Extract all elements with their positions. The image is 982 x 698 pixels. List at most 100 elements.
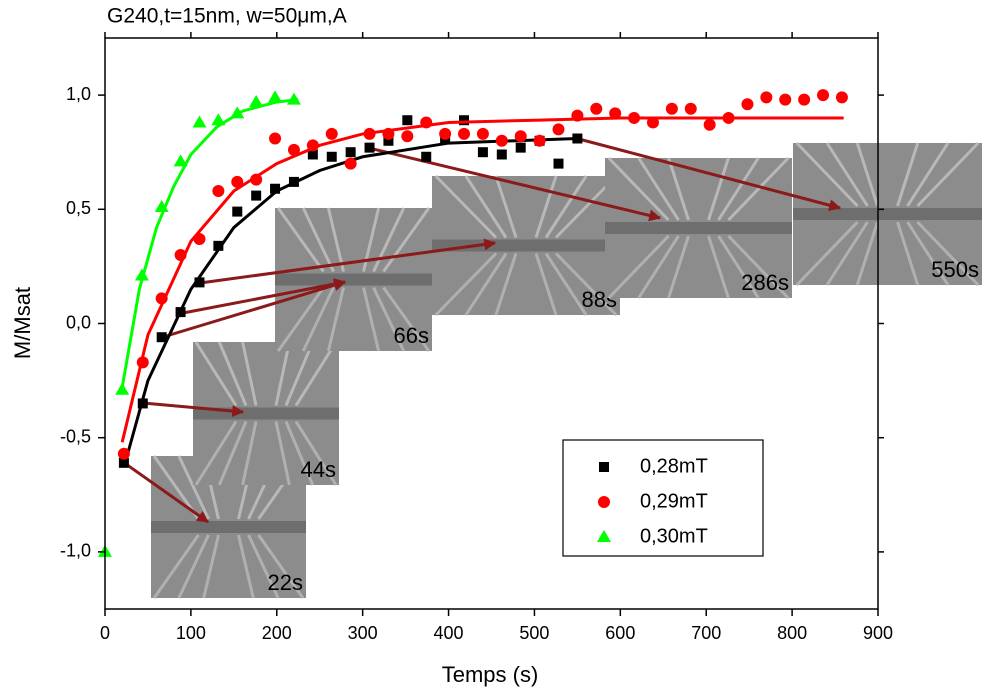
inset-electrode: [795, 220, 859, 287]
inset-electrode: [177, 534, 210, 599]
legend-label: 0,29mT: [640, 490, 708, 512]
x-tick-label: 200: [262, 623, 292, 643]
inset-electrode: [544, 252, 588, 316]
point: [192, 115, 207, 128]
inset-label: 44s: [301, 457, 336, 482]
point: [251, 190, 262, 201]
inset-electrode: [494, 253, 518, 316]
point: [477, 147, 488, 158]
inset-electrode: [284, 420, 315, 486]
inset-electrode: [727, 234, 790, 300]
inset-electrode: [494, 175, 518, 238]
inset-electrode: [896, 221, 920, 286]
legend-label: 0,30mT: [640, 525, 708, 547]
inset-electrode: [707, 157, 730, 221]
point: [402, 115, 413, 126]
legend-marker: [597, 530, 611, 542]
inset-electrode: [544, 175, 588, 239]
y-tick-label: 0,0: [66, 312, 91, 332]
point: [325, 127, 338, 140]
x-tick-label: 800: [777, 623, 807, 643]
x-tick-label: 400: [434, 623, 464, 643]
inset-electrode: [717, 157, 760, 221]
point: [760, 91, 773, 104]
point: [646, 116, 659, 129]
y-tick-label: 1,0: [66, 84, 91, 104]
legend-label: 0,28mT: [640, 455, 708, 477]
point: [268, 90, 283, 103]
inset-electrode: [382, 207, 431, 273]
inset-electrode: [727, 156, 790, 222]
point: [703, 118, 716, 131]
inset-electrode: [825, 142, 869, 207]
point: [459, 115, 470, 126]
inset-electrode: [896, 142, 920, 207]
point: [401, 130, 414, 143]
inset-electrode: [464, 252, 508, 316]
point: [439, 127, 452, 140]
point: [533, 134, 546, 147]
inset-strip: [605, 222, 792, 234]
arrow: [574, 136, 842, 212]
inset-electrode: [284, 341, 315, 407]
inset-electrode: [607, 234, 670, 300]
x-tick-label: 700: [691, 623, 721, 643]
point: [117, 447, 130, 460]
inset-label: 550s: [931, 257, 979, 282]
point: [383, 135, 394, 146]
inset-electrode: [855, 142, 879, 207]
fit-line: [120, 116, 844, 443]
point: [515, 142, 526, 153]
inset-electrode: [667, 235, 690, 299]
inset-electrode: [237, 534, 255, 599]
point: [269, 132, 282, 145]
inset-electrode: [667, 157, 690, 221]
point: [476, 127, 489, 140]
inset-electrode: [434, 174, 498, 239]
arrow: [162, 279, 347, 339]
point: [609, 107, 622, 120]
x-axis-label: Temps (s): [442, 662, 539, 687]
inset-electrode: [534, 253, 558, 316]
inset-electrode: [637, 235, 680, 299]
point: [835, 91, 848, 104]
chart-title: G240,t=15nm, w=50μm,A: [107, 5, 347, 28]
inset-electrode: [906, 142, 950, 207]
plot: [98, 89, 848, 557]
inset-electrode: [916, 141, 980, 208]
legend-marker: [599, 462, 609, 472]
inset-electrode: [326, 207, 345, 272]
point: [213, 240, 224, 251]
x-tick-label: 100: [176, 623, 206, 643]
legend-items: 0,28mT 0,29mT 0,30mT: [597, 455, 708, 547]
arrow: [199, 238, 497, 285]
point: [115, 382, 130, 395]
point: [552, 123, 565, 136]
inset-electrode: [241, 421, 258, 486]
x-tick-label: 300: [348, 623, 378, 643]
inset-electrode: [274, 341, 291, 406]
inset-label: 286s: [741, 270, 789, 295]
point: [287, 143, 300, 156]
point: [779, 93, 792, 106]
inset-electrode: [717, 235, 760, 299]
inset-electrode: [152, 534, 200, 599]
arrow: [122, 460, 209, 524]
point: [307, 149, 318, 160]
inset-strip: [793, 208, 982, 220]
inset-electrode: [194, 341, 238, 407]
inset-electrode: [276, 286, 325, 352]
inset-electrode: [382, 286, 431, 352]
point: [665, 102, 678, 115]
point: [514, 130, 527, 143]
point: [249, 94, 264, 107]
point: [156, 332, 167, 343]
point: [326, 151, 337, 162]
legend: [562, 439, 764, 557]
inset-electrode: [294, 341, 338, 407]
point: [798, 93, 811, 106]
inset-electrode: [274, 421, 291, 486]
point: [270, 183, 281, 194]
